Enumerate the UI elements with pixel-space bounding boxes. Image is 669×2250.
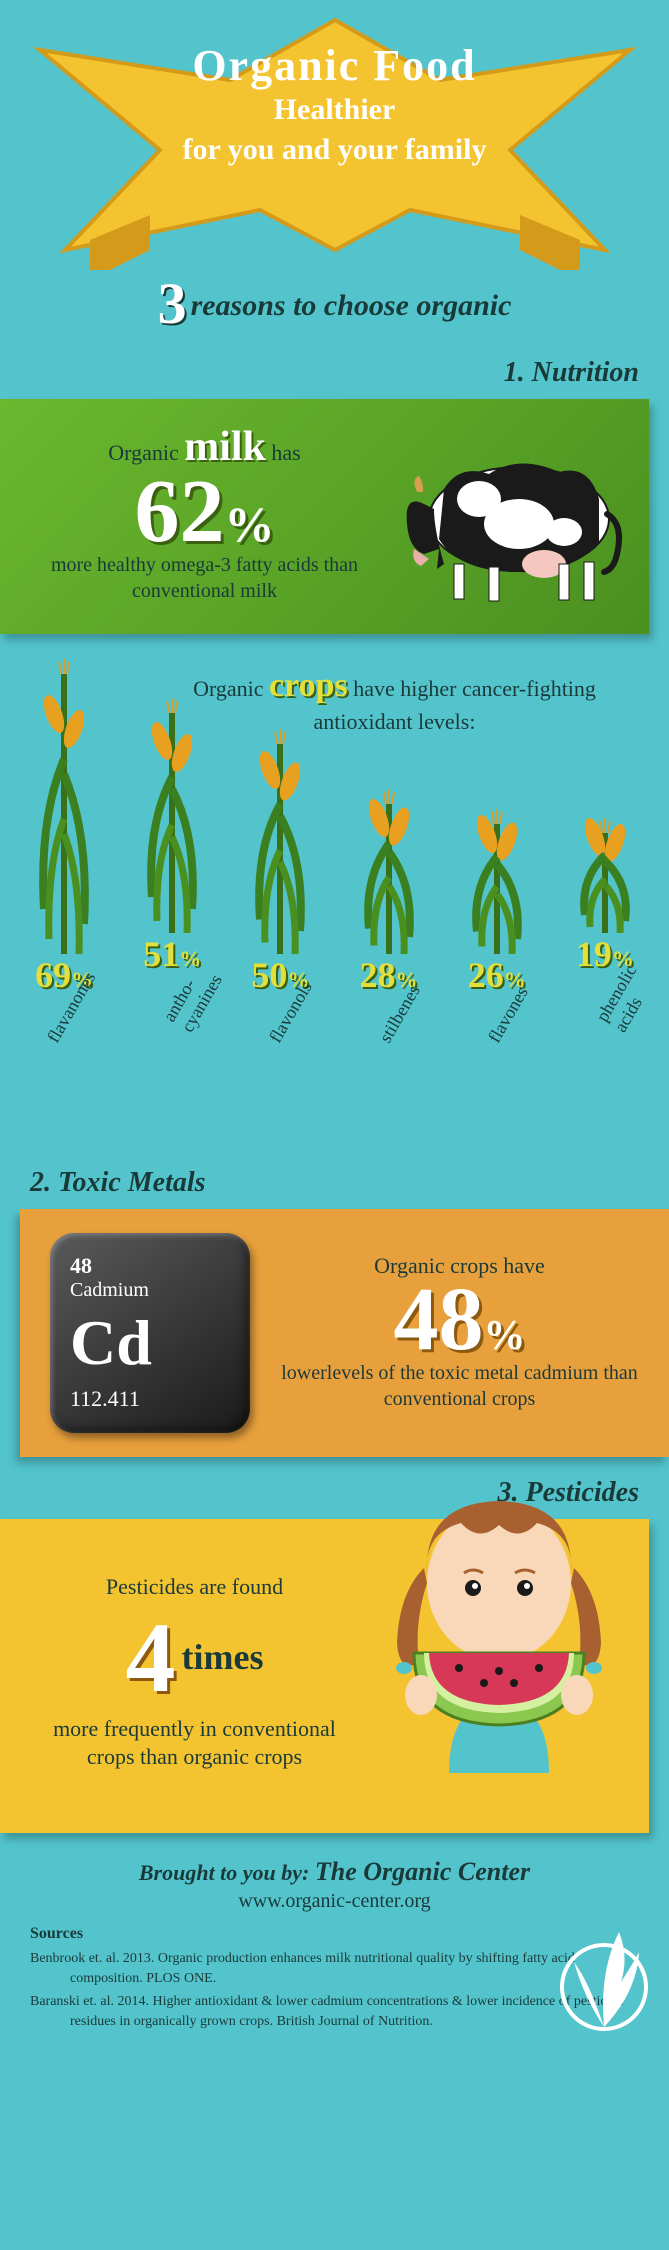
crop-item: 19%phenolicacids — [555, 813, 655, 1057]
crop-item: 50%flavonols — [230, 724, 330, 1057]
pest-top: Pesticides are found — [30, 1574, 359, 1600]
milk-panel: Organic milk has 62% more healthy omega-… — [0, 399, 649, 634]
toxic-panel: 48 Cadmium Cd 112.411 Organic crops have… — [20, 1209, 669, 1457]
element-tile: 48 Cadmium Cd 112.411 — [50, 1233, 250, 1433]
banner-line1: Organic Food — [0, 40, 669, 91]
pesticides-panel: Pesticides are found 4 times more freque… — [0, 1519, 649, 1833]
pest-bot: more frequently in conventional crops th… — [30, 1715, 359, 1772]
corn-icon — [29, 654, 99, 954]
banner-line2: Healthier — [0, 93, 669, 127]
subtitle-number: 3 — [158, 271, 187, 336]
crop-item: 69%flavanones — [14, 654, 114, 1057]
sources: Sources Benbrook et. al. 2013. Organic p… — [30, 1923, 639, 2032]
subtitle: 3reasons to choose organic — [0, 270, 669, 337]
toxic-percent: 48% — [280, 1279, 639, 1360]
sources-heading: Sources — [30, 1923, 639, 1945]
element-number: 48 — [70, 1253, 230, 1279]
cow-icon — [389, 424, 629, 604]
corn-icon — [462, 804, 532, 954]
toxic-bot: lowerlevels of the toxic metal cadmium t… — [280, 1360, 639, 1412]
milk-percent: 62% — [30, 471, 379, 552]
crop-item: 26%flavones — [447, 804, 547, 1057]
crop-item: 51%antho-cyanines — [122, 693, 222, 1057]
banner-line3: for you and your family — [0, 133, 669, 167]
subtitle-text: reasons to choose organic — [191, 289, 512, 322]
crop-item: 28%stilbenes — [339, 784, 439, 1057]
element-symbol: Cd — [70, 1306, 230, 1380]
corn-icon — [245, 724, 315, 954]
leaf-logo-icon — [549, 1902, 649, 2032]
title-banner: Organic Food Healthier for you and your … — [0, 0, 669, 230]
footer-url: www.organic-center.org — [238, 1890, 430, 1912]
section-2-heading: 2. Toxic Metals — [30, 1167, 639, 1199]
milk-desc: more healthy omega-3 fatty acids than co… — [30, 552, 379, 604]
pest-mid: 4 times — [30, 1600, 359, 1715]
section-1-heading: 1. Nutrition — [30, 357, 639, 389]
girl-watermelon-icon — [369, 1483, 629, 1803]
element-mass: 112.411 — [70, 1386, 230, 1412]
corn-icon — [354, 784, 424, 954]
corn-icon — [570, 813, 640, 933]
corn-icon — [137, 693, 207, 933]
element-name: Cadmium — [70, 1279, 230, 1302]
